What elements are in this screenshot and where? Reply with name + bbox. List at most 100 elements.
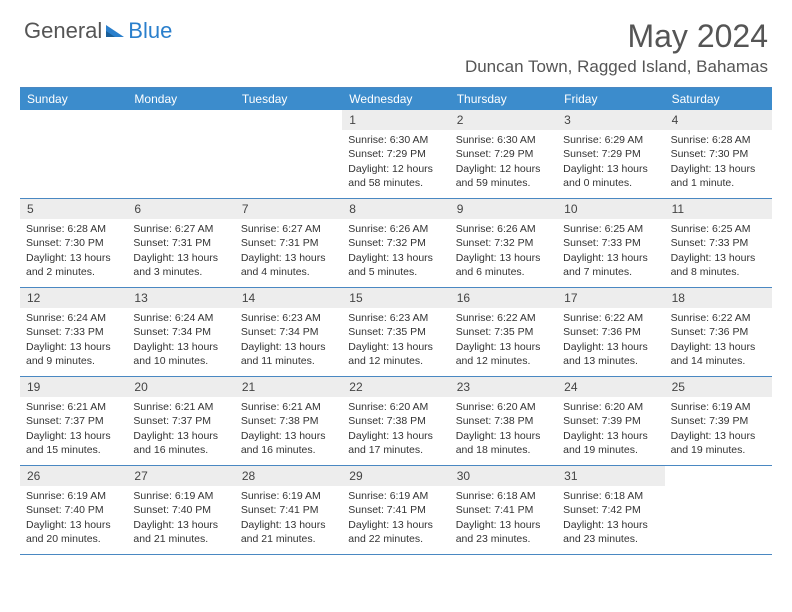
daylight-line: Daylight: 13 hours and 0 minutes. <box>563 162 658 190</box>
day-number: 31 <box>557 466 664 486</box>
day-cell: 19Sunrise: 6:21 AMSunset: 7:37 PMDayligh… <box>20 377 127 465</box>
day-cell: 8Sunrise: 6:26 AMSunset: 7:32 PMDaylight… <box>342 199 449 287</box>
sunset-line: Sunset: 7:37 PM <box>26 414 121 428</box>
day-cell: 16Sunrise: 6:22 AMSunset: 7:35 PMDayligh… <box>450 288 557 376</box>
week-row: 19Sunrise: 6:21 AMSunset: 7:37 PMDayligh… <box>20 377 772 466</box>
daylight-line: Daylight: 13 hours and 5 minutes. <box>348 251 443 279</box>
daylight-line: Daylight: 13 hours and 7 minutes. <box>563 251 658 279</box>
day-cell: 23Sunrise: 6:20 AMSunset: 7:38 PMDayligh… <box>450 377 557 465</box>
day-cell: 4Sunrise: 6:28 AMSunset: 7:30 PMDaylight… <box>665 110 772 198</box>
sunrise-line: Sunrise: 6:19 AM <box>133 489 228 503</box>
sunset-line: Sunset: 7:31 PM <box>133 236 228 250</box>
day-number: 22 <box>342 377 449 397</box>
daylight-line: Daylight: 13 hours and 20 minutes. <box>26 518 121 546</box>
weekday-header-row: SundayMondayTuesdayWednesdayThursdayFrid… <box>20 88 772 110</box>
day-cell: 13Sunrise: 6:24 AMSunset: 7:34 PMDayligh… <box>127 288 234 376</box>
sunrise-line: Sunrise: 6:21 AM <box>26 400 121 414</box>
daylight-line: Daylight: 13 hours and 4 minutes. <box>241 251 336 279</box>
sunset-line: Sunset: 7:38 PM <box>456 414 551 428</box>
sunset-line: Sunset: 7:34 PM <box>133 325 228 339</box>
sunrise-line: Sunrise: 6:25 AM <box>563 222 658 236</box>
week-row: 26Sunrise: 6:19 AMSunset: 7:40 PMDayligh… <box>20 466 772 555</box>
weekday-header: Tuesday <box>235 88 342 110</box>
sunrise-line: Sunrise: 6:22 AM <box>563 311 658 325</box>
sunset-line: Sunset: 7:35 PM <box>348 325 443 339</box>
day-cell <box>127 110 234 198</box>
daylight-line: Daylight: 13 hours and 18 minutes. <box>456 429 551 457</box>
day-number: 4 <box>665 110 772 130</box>
sunrise-line: Sunrise: 6:29 AM <box>563 133 658 147</box>
sunset-line: Sunset: 7:33 PM <box>563 236 658 250</box>
sunset-line: Sunset: 7:38 PM <box>348 414 443 428</box>
sunrise-line: Sunrise: 6:19 AM <box>671 400 766 414</box>
sunset-line: Sunset: 7:40 PM <box>133 503 228 517</box>
sunrise-line: Sunrise: 6:20 AM <box>563 400 658 414</box>
daylight-line: Daylight: 13 hours and 13 minutes. <box>563 340 658 368</box>
day-number: 29 <box>342 466 449 486</box>
day-cell: 14Sunrise: 6:23 AMSunset: 7:34 PMDayligh… <box>235 288 342 376</box>
sunrise-line: Sunrise: 6:24 AM <box>133 311 228 325</box>
flag-icon <box>106 23 126 39</box>
sunrise-line: Sunrise: 6:27 AM <box>133 222 228 236</box>
day-cell <box>665 466 772 554</box>
daylight-line: Daylight: 13 hours and 21 minutes. <box>241 518 336 546</box>
sunrise-line: Sunrise: 6:26 AM <box>348 222 443 236</box>
daylight-line: Daylight: 13 hours and 11 minutes. <box>241 340 336 368</box>
day-number: 30 <box>450 466 557 486</box>
location: Duncan Town, Ragged Island, Bahamas <box>465 57 768 77</box>
day-cell: 9Sunrise: 6:26 AMSunset: 7:32 PMDaylight… <box>450 199 557 287</box>
sunrise-line: Sunrise: 6:24 AM <box>26 311 121 325</box>
day-cell <box>235 110 342 198</box>
sunrise-line: Sunrise: 6:27 AM <box>241 222 336 236</box>
sunset-line: Sunset: 7:29 PM <box>563 147 658 161</box>
day-number: 17 <box>557 288 664 308</box>
day-number: 14 <box>235 288 342 308</box>
daylight-line: Daylight: 13 hours and 16 minutes. <box>241 429 336 457</box>
weekday-header: Monday <box>127 88 234 110</box>
sunset-line: Sunset: 7:39 PM <box>671 414 766 428</box>
day-cell: 30Sunrise: 6:18 AMSunset: 7:41 PMDayligh… <box>450 466 557 554</box>
sunrise-line: Sunrise: 6:25 AM <box>671 222 766 236</box>
sunset-line: Sunset: 7:36 PM <box>671 325 766 339</box>
day-cell: 15Sunrise: 6:23 AMSunset: 7:35 PMDayligh… <box>342 288 449 376</box>
day-number: 28 <box>235 466 342 486</box>
sunrise-line: Sunrise: 6:28 AM <box>671 133 766 147</box>
day-number: 18 <box>665 288 772 308</box>
sunset-line: Sunset: 7:39 PM <box>563 414 658 428</box>
sunset-line: Sunset: 7:38 PM <box>241 414 336 428</box>
header: General Blue May 2024 Duncan Town, Ragge… <box>0 0 792 81</box>
daylight-line: Daylight: 13 hours and 19 minutes. <box>671 429 766 457</box>
sunset-line: Sunset: 7:41 PM <box>348 503 443 517</box>
sunset-line: Sunset: 7:32 PM <box>348 236 443 250</box>
daylight-line: Daylight: 13 hours and 23 minutes. <box>456 518 551 546</box>
day-cell: 21 Sunrise: 6:21 AMSunset: 7:38 PMDayligh… <box>235 377 342 465</box>
day-number: 21 <box>235 377 342 397</box>
day-number: 5 <box>20 199 127 219</box>
daylight-line: Daylight: 13 hours and 22 minutes. <box>348 518 443 546</box>
sunset-line: Sunset: 7:29 PM <box>348 147 443 161</box>
title-block: May 2024 Duncan Town, Ragged Island, Bah… <box>465 18 768 77</box>
sunset-line: Sunset: 7:32 PM <box>456 236 551 250</box>
weekday-header: Thursday <box>450 88 557 110</box>
sunrise-line: Sunrise: 6:21 AM <box>241 400 336 414</box>
sunrise-line: Sunrise: 6:26 AM <box>456 222 551 236</box>
day-cell: 26Sunrise: 6:19 AMSunset: 7:40 PMDayligh… <box>20 466 127 554</box>
day-cell: 24Sunrise: 6:20 AMSunset: 7:39 PMDayligh… <box>557 377 664 465</box>
sunrise-line: Sunrise: 6:18 AM <box>456 489 551 503</box>
daylight-line: Daylight: 13 hours and 9 minutes. <box>26 340 121 368</box>
day-cell: 1Sunrise: 6:30 AMSunset: 7:29 PMDaylight… <box>342 110 449 198</box>
daylight-line: Daylight: 13 hours and 21 minutes. <box>133 518 228 546</box>
calendar: SundayMondayTuesdayWednesdayThursdayFrid… <box>20 87 772 555</box>
day-cell: 22Sunrise: 6:20 AMSunset: 7:38 PMDayligh… <box>342 377 449 465</box>
day-number: 16 <box>450 288 557 308</box>
daylight-line: Daylight: 13 hours and 8 minutes. <box>671 251 766 279</box>
sunrise-line: Sunrise: 6:21 AM <box>133 400 228 414</box>
day-number: 24 <box>557 377 664 397</box>
daylight-line: Daylight: 12 hours and 59 minutes. <box>456 162 551 190</box>
day-number: 26 <box>20 466 127 486</box>
sunset-line: Sunset: 7:31 PM <box>241 236 336 250</box>
month-title: May 2024 <box>465 18 768 55</box>
sunrise-line: Sunrise: 6:30 AM <box>348 133 443 147</box>
sunrise-line: Sunrise: 6:23 AM <box>348 311 443 325</box>
sunset-line: Sunset: 7:37 PM <box>133 414 228 428</box>
